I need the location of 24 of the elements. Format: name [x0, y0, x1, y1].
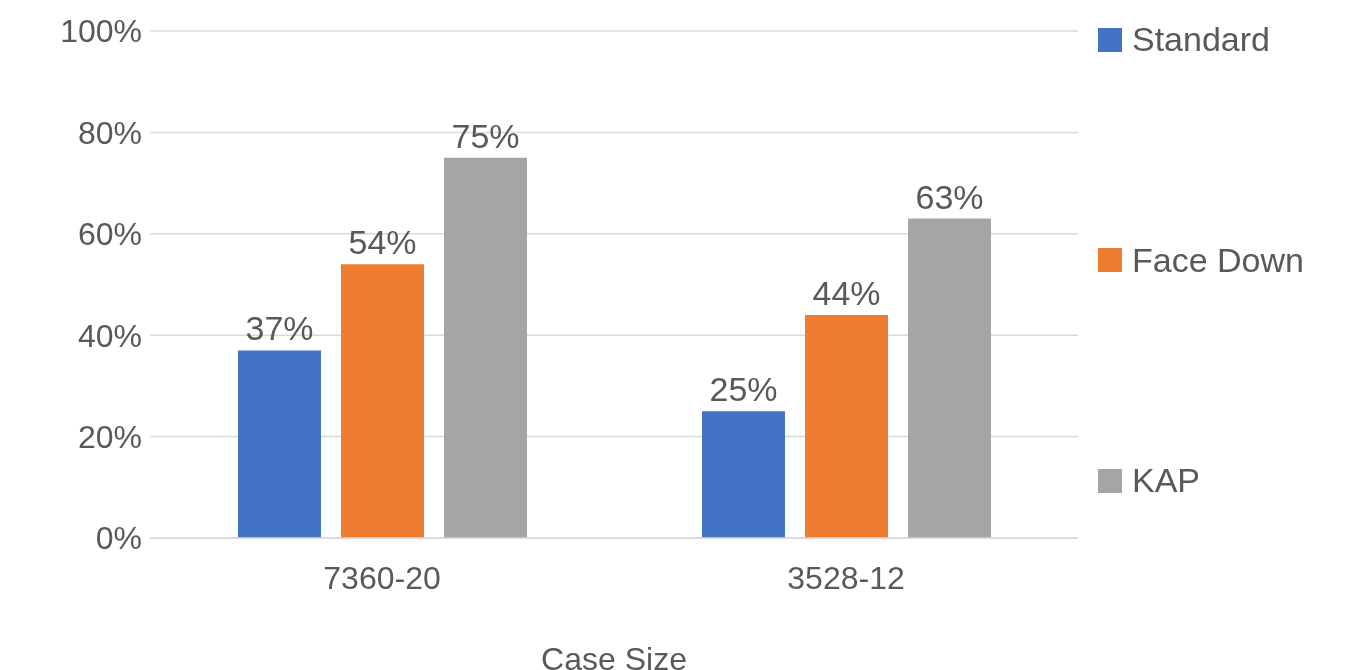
x-tick-label: 3528-12 — [787, 559, 905, 596]
x-tick-label: 7360-20 — [323, 559, 441, 596]
y-tick-label: 100% — [60, 13, 142, 50]
data-label: 25% — [709, 370, 778, 409]
y-tick-label: 80% — [77, 114, 142, 151]
y-tick-label: 0% — [95, 520, 142, 557]
legend-label: KAP — [1132, 461, 1201, 500]
bar — [238, 350, 321, 538]
data-label: 63% — [915, 177, 984, 216]
data-label: 75% — [451, 116, 520, 155]
data-label: 37% — [245, 309, 314, 348]
legend-label: Face Down — [1132, 240, 1304, 280]
bar — [444, 157, 527, 538]
data-label: 54% — [348, 223, 417, 262]
y-tick-label: 60% — [77, 216, 142, 253]
y-tick-label: 20% — [77, 418, 142, 455]
y-tick-label: 40% — [77, 317, 142, 354]
legend-label: Standard — [1132, 20, 1270, 59]
bar — [341, 264, 424, 538]
bar — [805, 314, 888, 538]
data-label: 44% — [812, 273, 881, 312]
bar — [702, 411, 785, 538]
bar — [908, 218, 991, 538]
x-axis-title: Case Size — [541, 641, 687, 670]
